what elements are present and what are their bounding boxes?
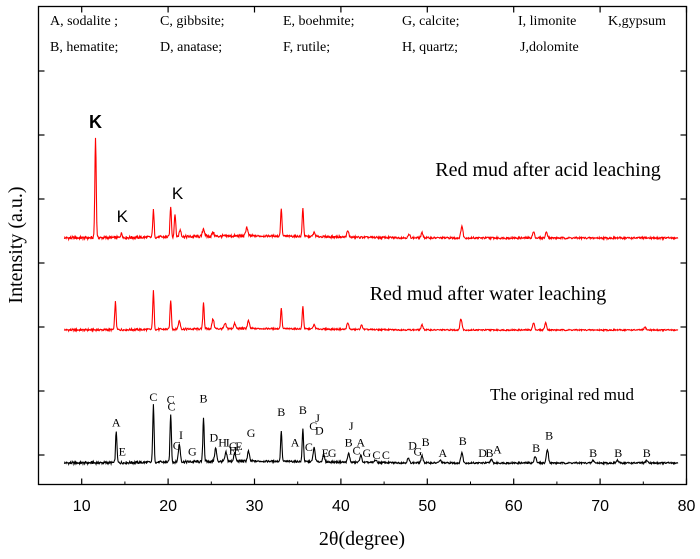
peak-label: E [322,446,329,460]
peak-label: C [167,393,175,407]
peak-label: D [315,423,324,437]
peak-label: C [352,444,360,458]
peak-label: A [356,436,365,450]
peak-label: B [589,446,597,460]
peak-label: A [291,436,300,450]
legend-entry: K,gypsum [608,14,666,29]
legend-entry: B, hematite; [50,40,118,55]
peak-label: B [299,403,307,417]
legend-entry: G, calcite; [402,14,460,29]
x-tick-label: 60 [505,498,523,515]
peak-label: J [349,419,354,433]
x-tick-label: 70 [591,498,609,515]
peak-label: I [179,428,183,442]
peak-label: G [362,446,371,460]
peak-label: A [493,443,502,457]
series-label: The original red mud [490,385,634,404]
peak-label: C [382,448,390,462]
x-tick-label: 10 [73,498,91,515]
peak-label: E [119,444,126,458]
peak-label: B [422,435,430,449]
peak-label: B [200,392,208,406]
peak-label: G [413,444,422,458]
peak-label: I [226,436,230,450]
x-tick-label: 30 [246,498,264,515]
peak-label: C [149,390,157,404]
peak-label: A [112,415,121,429]
legend-entry: C, gibbsite; [160,14,225,29]
peak-label: G [328,446,337,460]
legend-entry: E, boehmite; [283,14,355,29]
x-tick-label: 20 [159,498,177,515]
peak-label: C [309,419,317,433]
peak-label: H [218,436,227,450]
legend-entry: J,dolomite [520,40,579,55]
peak-label: B [345,436,353,450]
peak-label: G [247,426,256,440]
peak-label: A [439,446,448,460]
peak-label: B [277,405,285,419]
peak-label: B [532,441,540,455]
peak-label: B [459,434,467,448]
x-tick-label: 80 [678,498,696,515]
peak-label: F [229,444,236,458]
peak-label: K [172,184,184,203]
peak-label: K [89,112,102,132]
y-axis-ticks [38,70,687,456]
peak-label: C [229,439,237,453]
legend-entry: I, limonite [518,14,576,29]
y-axis-label: Intensity (a.u.) [5,186,27,303]
series-label: Red mud after acid leaching [435,159,660,181]
series-line [63,137,679,242]
peak-label: G [188,444,197,458]
series-label: Red mud after water leaching [370,283,607,305]
peak-label: B [643,446,651,460]
peak-label: C [305,440,313,454]
legend-entry: D, anatase; [160,40,222,55]
legend-entry: H, quartz; [402,40,458,55]
series-line [63,290,679,333]
peak-label: E [234,444,241,458]
x-axis-label: 2θ(degree) [319,528,405,550]
peak-label: B [486,446,494,460]
peak-label: C [372,448,380,462]
series-layer: Red mud after acid leaching Red mud after… [63,137,679,467]
x-tick-label: 40 [332,498,350,515]
peak-label: K [117,207,129,226]
peak-label: J [315,411,320,425]
peak-label: C [168,400,176,414]
x-tick-label: 50 [418,498,436,515]
legend-entry: A, sodalite ; [50,14,118,29]
peak-label: D [210,430,219,444]
peak-label: B [545,429,553,443]
peak-label: C [173,438,181,452]
x-axis-ticks: 10 20 30 40 50 60 70 80 [38,6,696,515]
peak-label: B [614,446,622,460]
series-line [63,404,679,467]
legend-entry: F, rutile; [283,40,330,55]
plot-frame [37,5,688,486]
peak-label: D [478,446,487,460]
peak-label: E [235,439,242,453]
phase-legend: A, sodalite ; C, gibbsite; E, boehmite; G, … [50,14,666,55]
peak-label: D [408,438,417,452]
